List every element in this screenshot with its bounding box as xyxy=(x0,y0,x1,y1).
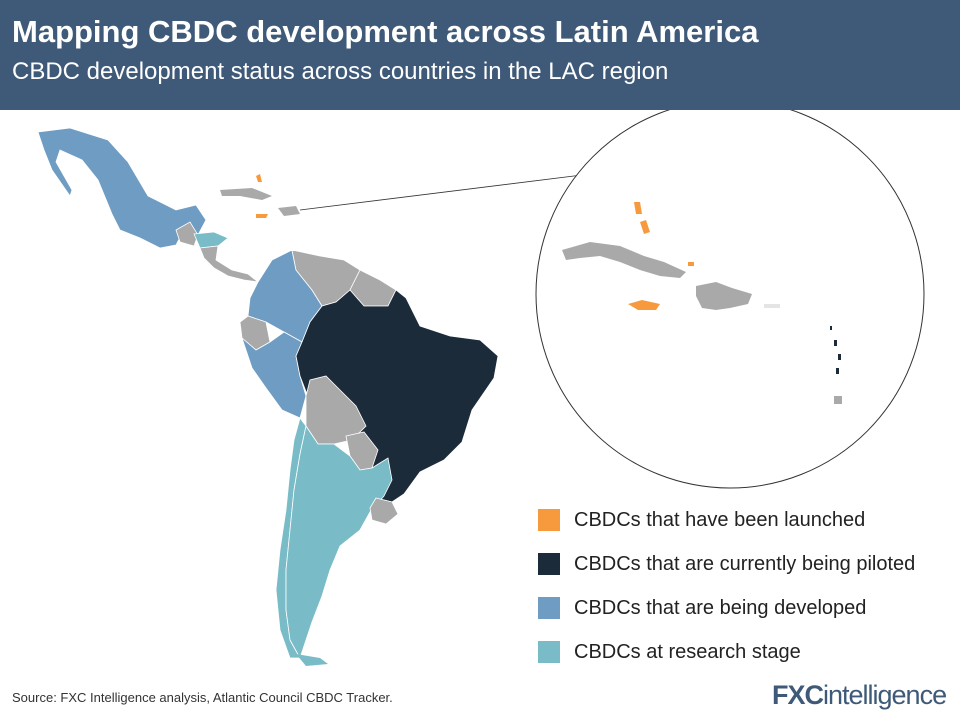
header-banner: Mapping CBDC development across Latin Am… xyxy=(0,0,960,110)
legend-label: CBDCs that are currently being piloted xyxy=(574,552,916,575)
legend-swatch-research xyxy=(538,641,560,663)
country-bahamas-main xyxy=(256,174,262,182)
country-hispaniola-main xyxy=(278,206,300,216)
country-honduras xyxy=(193,231,229,249)
inset-puerto-rico xyxy=(764,304,780,308)
source-note: Source: FXC Intelligence analysis, Atlan… xyxy=(12,690,393,705)
country-uruguay xyxy=(369,497,399,525)
logo-main: FXC xyxy=(772,680,824,710)
inset-connector xyxy=(299,173,591,211)
legend-swatch-launched xyxy=(538,509,560,531)
legend-swatch-developed xyxy=(538,597,560,619)
page-title: Mapping CBDC development across Latin Am… xyxy=(12,14,759,49)
lac-map xyxy=(37,110,925,666)
country-cuba-main xyxy=(220,188,272,200)
legend: CBDCs that have been launched CBDCs that… xyxy=(538,498,915,674)
country-central-america-south xyxy=(199,245,260,283)
legend-item-developed: CBDCs that are being developed xyxy=(538,586,915,630)
legend-swatch-piloted xyxy=(538,553,560,575)
country-argentina xyxy=(285,424,393,659)
legend-item-research: CBDCs at research stage xyxy=(538,630,915,674)
inset-trinidad xyxy=(834,396,842,404)
inset-jamaica xyxy=(628,300,660,310)
brand-logo: FXCintelligence xyxy=(772,680,947,711)
country-jamaica-main xyxy=(256,214,268,218)
legend-item-piloted: CBDCs that are currently being piloted xyxy=(538,542,915,586)
logo-sub: intelligence xyxy=(823,680,947,710)
inset-cuba xyxy=(562,242,686,278)
country-tierra-del-fuego xyxy=(296,654,328,666)
inset-hispaniola xyxy=(696,282,752,310)
legend-label: CBDCs that have been launched xyxy=(574,508,866,531)
country-guatemala xyxy=(175,221,199,247)
inset-bahamas xyxy=(634,202,650,234)
inset-turks xyxy=(688,262,694,266)
country-mexico xyxy=(37,127,207,249)
legend-item-launched: CBDCs that have been launched xyxy=(538,498,915,542)
legend-label: CBDCs that are being developed xyxy=(574,596,867,619)
page-subtitle: CBDC development status across countries… xyxy=(12,58,669,85)
legend-label: CBDCs at research stage xyxy=(574,640,801,663)
